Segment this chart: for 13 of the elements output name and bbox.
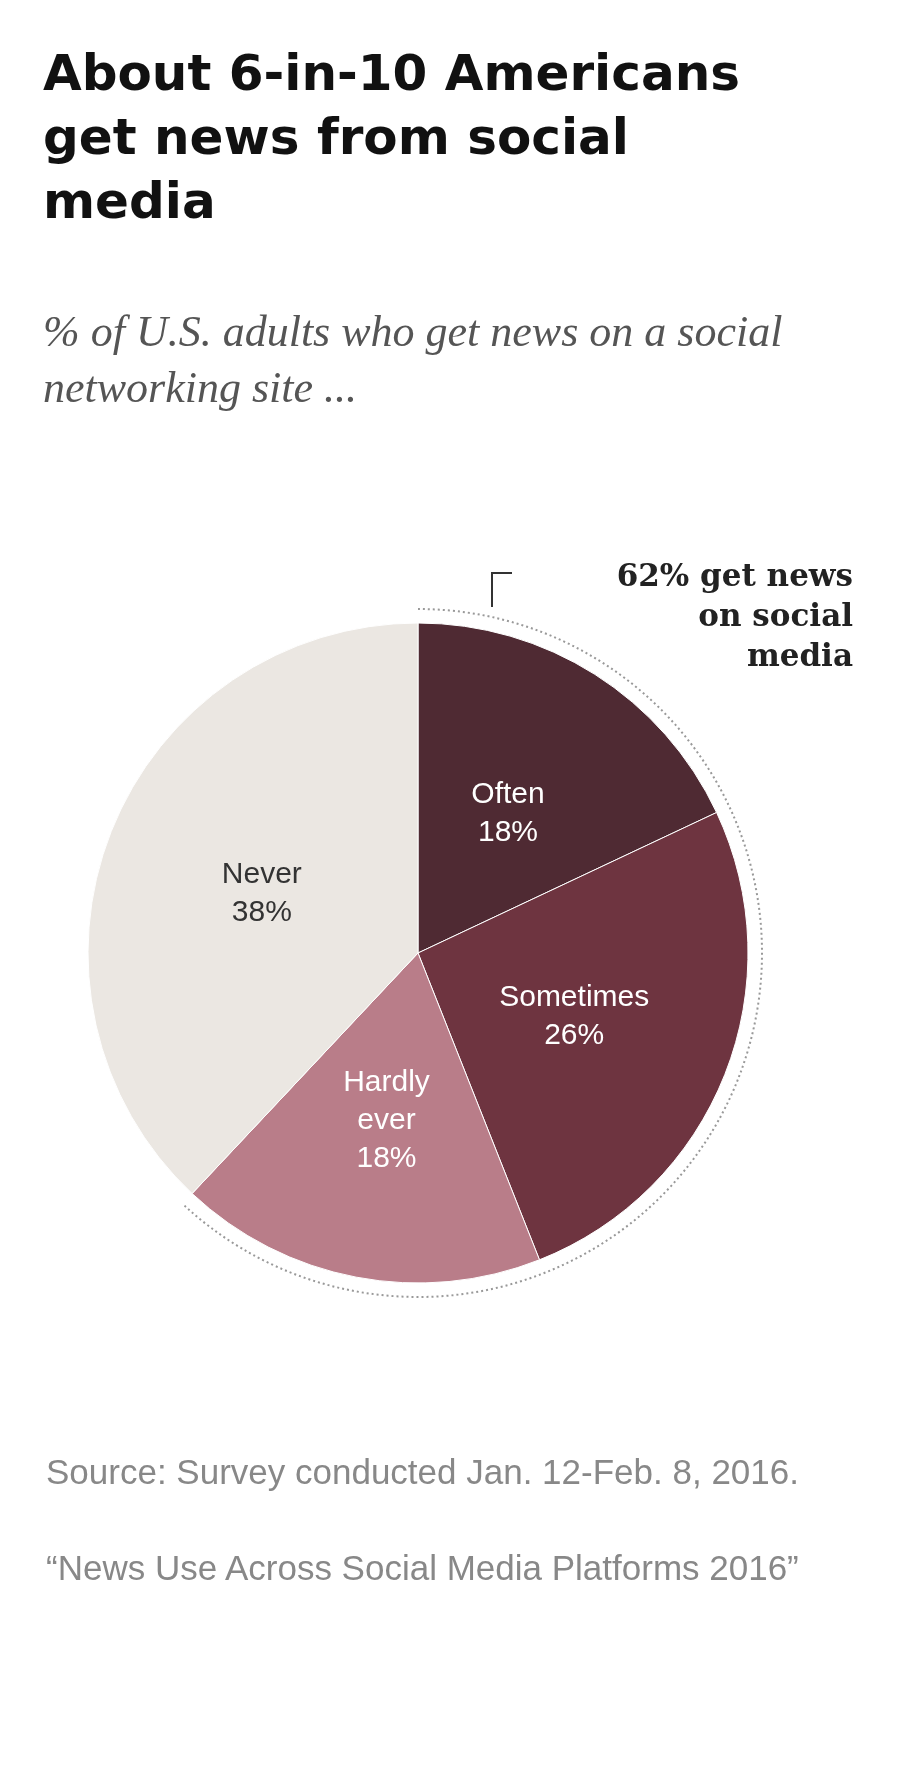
chart-title: About 6-in-10 Americans get news from social media [43,44,740,230]
slice-label: Hardly ever [343,1063,430,1135]
source-note: Source: Survey conducted Jan. 12-Feb. 8, 2016. [46,1451,799,1491]
text: “News Use Across Social Media Platforms 2016” [46,1547,799,1587]
text: 62% get news on social media [616,557,853,673]
data-label: 18% [356,1139,417,1173]
slice-label: Sometimes [499,979,650,1013]
data-label: 38% [231,893,292,927]
data-label: 18% [478,813,539,847]
slice-label: Never [221,855,302,889]
data-label: 26% [544,1017,605,1051]
slice-label: Often [471,775,545,809]
chart-subtitle: % of U.S. adults who get news on a social networking site ... [43,306,783,412]
